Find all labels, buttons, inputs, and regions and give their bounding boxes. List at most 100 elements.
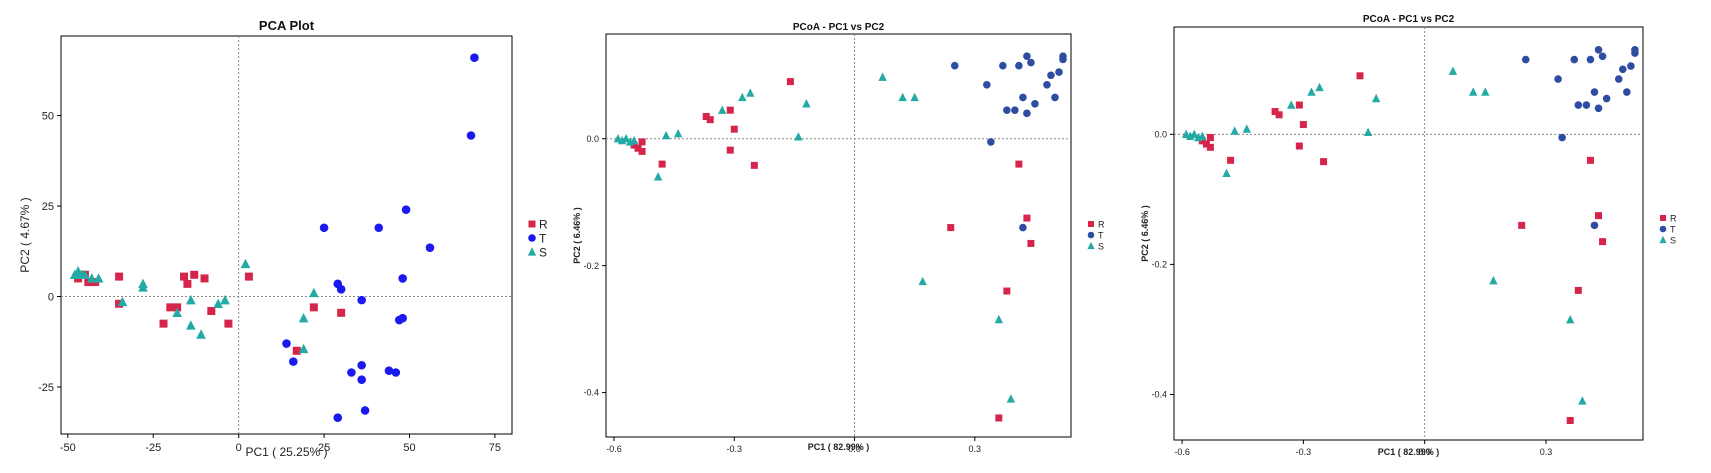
data-point-R [115,272,124,281]
data-point-T [999,61,1007,70]
data-point-S [918,276,927,286]
plot-frame [60,35,513,435]
data-point-S [1307,87,1316,96]
data-point-T [1554,75,1562,83]
y-tick-label: 0.0 [1154,129,1167,139]
data-point-S [1578,396,1587,405]
data-point-T [1521,55,1530,64]
data-point-T [282,339,291,348]
data-point-T [401,205,411,214]
data-point-S [138,278,148,289]
data-point-R [638,138,646,146]
data-point-S [898,92,907,102]
data-point-R [1198,137,1206,145]
data-point-T [1019,93,1027,102]
data-point-R [1299,121,1307,129]
data-point-T [1015,61,1023,70]
data-point-T [466,131,476,140]
data-point-S [653,172,663,181]
data-point-R [995,414,1003,422]
legend: RTS [527,218,548,260]
data-point-R [200,274,209,283]
y-tick-label: -0.4 [583,388,599,398]
data-point-R [1023,214,1031,222]
data-point-S [910,92,919,102]
x-tick-label: -50 [60,442,76,454]
data-point-S [80,269,90,279]
data-point-T [384,366,394,375]
data-point-S [878,72,887,81]
data-point-S [186,320,196,330]
y-axis-label: PC2 ( 6.46% ) [1140,205,1150,262]
series-S [69,258,319,354]
data-point-S [1489,275,1498,285]
data-point-T [1043,80,1051,89]
legend: RTS [1659,213,1677,245]
legend-marker-T [528,234,536,242]
data-point-T [1631,45,1639,54]
data-point-R [224,319,233,328]
data-point-R [1206,134,1214,142]
x-axis-label: PC1 ( 82.99% ) [808,442,870,452]
data-point-S [1315,82,1324,92]
data-point-T [357,375,366,385]
series-S [1181,66,1587,405]
legend-label-R: R [1670,213,1677,223]
data-point-R [634,144,642,152]
chart-title: PCoA - PC1 vs PC2 [793,22,885,33]
data-point-S [738,92,747,102]
data-point-S [1222,168,1231,178]
x-axis-label: PC1 ( 25.25% ) [245,445,327,459]
data-point-T [983,80,991,89]
data-point-R [1271,108,1279,116]
chart-title: PCoA - PC1 vs PC2 [1363,14,1455,25]
x-tick-label: 0.0 [1418,447,1431,457]
y-axis-label: PC2 ( 6.46% ) [572,207,582,264]
x-axis-label: PC1 ( 82.99% ) [1378,447,1440,457]
x-tick-label: 0.3 [969,444,982,454]
data-point-T [425,243,435,252]
data-point-T [1623,88,1631,96]
data-point-S [117,296,128,307]
legend-label-T: T [539,232,547,246]
legend-label-T: T [1670,224,1676,234]
data-point-R [730,125,738,133]
data-point-R [1356,72,1364,80]
chart-3: -0.6 -0.3 0.0 0.3 -0.4 -0.2 0.0 PCoA - PC1 vs P… [1140,14,1677,457]
data-point-T [1003,106,1011,114]
data-point-R [337,308,346,317]
y-tick-label: 0 [48,291,54,303]
data-point-R [947,224,955,232]
data-point-S [718,105,727,114]
series-T [950,52,1067,232]
legend: RTS [1087,219,1105,251]
data-point-R [702,113,710,121]
data-point-T [1574,101,1583,109]
data-point-R [1518,221,1526,229]
data-point-T [333,413,343,423]
data-point-T [1590,221,1599,230]
data-point-R [1586,156,1594,164]
data-point-T [374,223,384,233]
legend-label-R: R [539,218,548,232]
chart-1: -50 -25 0 25 50 75 -25 0 25 50 PCA Plot PC1 ( 25.25… [18,18,548,459]
data-point-S [1242,124,1251,133]
data-point-R [1206,143,1214,151]
data-point-T [1618,65,1627,74]
data-point-T [1019,223,1027,232]
data-point-T [289,357,298,366]
data-point-R [1003,287,1011,295]
data-point-T [1586,55,1595,64]
data-point-S [746,88,755,97]
data-point-T [1582,101,1591,109]
data-point-S [1287,100,1296,109]
data-point-S [1448,66,1458,75]
data-point-T [357,360,366,370]
data-point-R [1595,212,1603,220]
x-tick-label: 0 [236,442,242,454]
data-point-T [1051,93,1059,102]
data-point-S [1481,87,1490,96]
data-point-T [950,61,959,70]
data-point-T [1594,45,1603,54]
legend-marker-T [1087,231,1095,239]
